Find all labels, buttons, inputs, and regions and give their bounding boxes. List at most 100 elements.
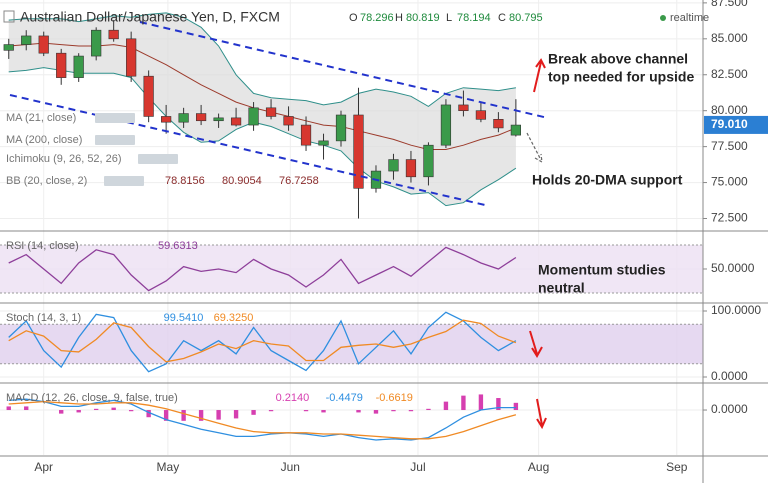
candle-body [318, 140, 329, 146]
collapse-icon[interactable] [3, 10, 15, 23]
candle-body [161, 116, 172, 123]
legend-label: MA (200, close) [6, 134, 82, 146]
channel-bottom [9, 94, 486, 206]
ohlc-value: 80.795 [509, 12, 543, 24]
legend-label: BB (20, close, 2) [6, 175, 87, 187]
histogram-bar [146, 410, 151, 418]
legend-label: Ichimoku (9, 26, 52, 26) [6, 153, 122, 165]
y-tick-label: 82.500 [711, 67, 748, 81]
x-tick-label: Apr [34, 460, 53, 474]
y-tick-label: 0.0000 [711, 402, 748, 416]
annotation: Break above channel [548, 51, 688, 67]
candle-body [3, 44, 14, 51]
candle-body [73, 55, 84, 78]
ohlc-key: O [349, 12, 358, 24]
indicator-value: 69.3250 [214, 312, 254, 324]
histogram-bar [391, 410, 396, 412]
candle-body [405, 159, 417, 178]
channel-top [139, 21, 549, 119]
y-tick-label: 0.0000 [711, 369, 748, 383]
indicator-line [8, 400, 517, 440]
indicator-value: 59.6313 [158, 240, 198, 252]
chart-title: Australian Dollar/Japanese Yen, D, FXCM [20, 9, 280, 25]
candle-body [458, 104, 469, 111]
legend-value: 78.8156 [165, 175, 205, 187]
legend-value: 80.9054 [222, 175, 262, 187]
legend-icons [104, 176, 144, 186]
candle-body [423, 144, 434, 178]
x-tick-label: Jul [410, 460, 425, 474]
status: realtime [670, 12, 709, 24]
bollinger-lower [8, 67, 517, 207]
indicator-line [8, 311, 517, 373]
histogram-bar [111, 407, 116, 411]
histogram-bar [268, 410, 274, 412]
arrow-up [533, 58, 546, 93]
indicator-title: MACD (12, 26, close, 9, false, true) [6, 392, 178, 404]
candle-body [230, 117, 242, 126]
histogram-bar [356, 410, 361, 413]
histogram-bar [93, 408, 99, 411]
indicator-value: -0.4479 [326, 392, 363, 404]
candle-body [388, 159, 399, 172]
histogram-bar [216, 410, 221, 420]
ohlc-key: C [498, 12, 506, 24]
y-tick-label: 50.0000 [711, 261, 755, 275]
histogram-bar [443, 401, 449, 411]
indicator-value: 99.5410 [164, 312, 204, 324]
indicator-line [8, 319, 517, 363]
candle-body [335, 114, 347, 142]
ohlc-value: 78.194 [457, 12, 491, 24]
y-tick-label: 100.0000 [711, 303, 761, 317]
x-tick-label: Sep [666, 460, 688, 474]
annotation: Holds 20-DMA support [532, 172, 683, 188]
candle-body [248, 107, 259, 126]
candle-body [108, 29, 119, 40]
candle-body [21, 35, 32, 45]
legend-label: MA (21, close) [6, 112, 76, 124]
ohlc-key: H [395, 12, 403, 24]
histogram-bar [76, 410, 81, 413]
candle-body [213, 117, 224, 122]
histogram-bar [513, 402, 519, 411]
candle-body [178, 113, 189, 123]
y-tick-label: 72.500 [711, 211, 748, 225]
y-tick-label: 80.000 [711, 103, 748, 117]
annotation: top needed for upside [548, 69, 694, 85]
histogram-bar [6, 406, 11, 411]
histogram-bar [59, 410, 64, 414]
ohlc-key: L [446, 12, 452, 24]
indicator-value: 0.2140 [276, 392, 310, 404]
arrow-down [536, 398, 547, 430]
candle-body [265, 107, 277, 117]
histogram-bar [233, 410, 239, 419]
candle-body [493, 119, 504, 129]
indicator-title: Stoch (14, 3, 1) [6, 312, 81, 324]
y-tick-label: 75.000 [711, 175, 748, 189]
legend-icons [95, 113, 135, 123]
status-dot [660, 15, 666, 21]
candle-body [143, 75, 154, 117]
histogram-bar [24, 406, 29, 411]
y-tick-label: 85.000 [711, 31, 748, 45]
ohlc-value: 78.296 [360, 12, 394, 24]
candle-body [283, 116, 294, 126]
arrow-down [529, 330, 543, 358]
legend-icons [95, 135, 135, 145]
histogram-bar [198, 410, 204, 421]
candle-body [440, 104, 452, 146]
candle-body [300, 124, 312, 146]
legend-value: 76.7258 [279, 175, 319, 187]
indicator-value: -0.6619 [376, 392, 413, 404]
histogram-bar [128, 410, 134, 412]
histogram-bar [251, 410, 256, 415]
annotation: neutral [538, 280, 585, 296]
band [0, 244, 703, 293]
legend-icons [138, 154, 178, 164]
x-tick-label: May [157, 460, 180, 474]
histogram-bar [163, 410, 169, 421]
candle-body [475, 110, 487, 120]
candle-body [38, 35, 49, 54]
histogram-bar [496, 398, 501, 411]
